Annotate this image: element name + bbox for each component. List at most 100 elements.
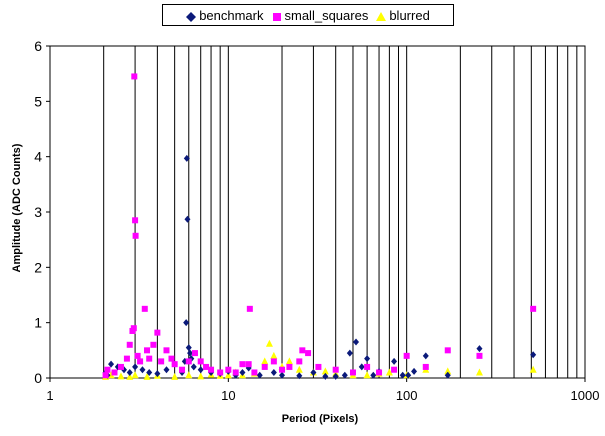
data-point-small-squares bbox=[168, 355, 175, 362]
data-point-benchmark bbox=[190, 363, 197, 371]
data-point-blurred bbox=[529, 365, 537, 373]
data-point-blurred bbox=[321, 367, 329, 375]
data-point-small-squares bbox=[299, 347, 306, 354]
data-point-blurred bbox=[270, 351, 278, 359]
data-point-small-squares bbox=[296, 358, 303, 365]
data-point-small-squares bbox=[315, 363, 322, 370]
data-point-small-squares bbox=[163, 347, 170, 354]
data-point-small-squares bbox=[132, 232, 139, 239]
data-point-small-squares bbox=[179, 366, 186, 373]
legend-marker-triangle bbox=[376, 10, 387, 21]
data-point-benchmark bbox=[370, 371, 377, 379]
data-point-small-squares bbox=[305, 350, 312, 357]
data-point-benchmark bbox=[187, 349, 194, 357]
data-point-benchmark bbox=[411, 367, 418, 375]
data-point-small-squares bbox=[203, 363, 210, 370]
data-point-blurred bbox=[185, 371, 193, 379]
data-point-small-squares bbox=[141, 305, 148, 312]
data-point-benchmark bbox=[184, 215, 191, 223]
data-point-small-squares bbox=[476, 352, 483, 359]
data-point-benchmark bbox=[332, 372, 339, 380]
legend-label-blurred: blurred bbox=[389, 7, 430, 23]
data-point-small-squares bbox=[144, 347, 151, 354]
data-point-benchmark bbox=[139, 366, 146, 374]
legend-item-benchmark: benchmark bbox=[186, 8, 264, 23]
data-point-small-squares bbox=[444, 347, 451, 354]
legend-marker-square bbox=[272, 10, 282, 21]
x-tick-label: 100 bbox=[396, 388, 418, 403]
legend: benchmark small_squares blurred bbox=[162, 4, 454, 26]
data-point-small-squares bbox=[123, 355, 130, 362]
legend-item-blurred: blurred bbox=[376, 7, 430, 23]
data-point-benchmark bbox=[132, 363, 139, 371]
data-point-small-squares bbox=[132, 217, 139, 224]
data-point-small-squares bbox=[191, 350, 198, 357]
legend-label-small-squares: small_squares bbox=[284, 7, 369, 23]
data-point-blurred bbox=[475, 368, 483, 376]
data-point-small-squares bbox=[197, 358, 204, 365]
y-tick-label: 3 bbox=[34, 204, 42, 220]
data-point-benchmark bbox=[108, 360, 115, 368]
data-point-small-squares bbox=[185, 358, 192, 365]
data-point-small-squares bbox=[146, 355, 153, 362]
data-point-benchmark bbox=[197, 366, 204, 374]
data-point-benchmark bbox=[310, 368, 317, 376]
data-point-small-squares bbox=[245, 361, 252, 368]
data-point-benchmark bbox=[346, 349, 353, 357]
data-point-small-squares bbox=[117, 363, 124, 370]
y-tick-label: 6 bbox=[34, 38, 42, 54]
data-marks bbox=[102, 73, 537, 380]
data-point-benchmark bbox=[341, 371, 348, 379]
data-point-blurred bbox=[265, 339, 273, 347]
data-point-small-squares bbox=[111, 369, 118, 376]
data-point-blurred bbox=[261, 357, 269, 365]
data-point-small-squares bbox=[530, 305, 537, 312]
data-point-benchmark bbox=[364, 355, 371, 363]
data-point-small-squares bbox=[102, 372, 109, 379]
data-point-benchmark bbox=[239, 368, 246, 376]
data-point-benchmark bbox=[476, 345, 483, 353]
grid-lines bbox=[103, 46, 578, 378]
data-point-small-squares bbox=[217, 369, 224, 376]
data-point-small-squares bbox=[422, 363, 429, 370]
data-point-benchmark bbox=[270, 368, 277, 376]
data-point-small-squares bbox=[376, 369, 383, 376]
y-tick-label: 5 bbox=[34, 93, 42, 109]
plot-area bbox=[49, 45, 586, 379]
data-point-small-squares bbox=[286, 363, 293, 370]
data-point-benchmark bbox=[279, 371, 286, 379]
data-point-small-squares bbox=[391, 366, 398, 373]
data-point-benchmark bbox=[163, 366, 170, 374]
data-point-benchmark bbox=[256, 371, 263, 379]
data-point-benchmark bbox=[183, 154, 190, 162]
data-point-blurred bbox=[295, 365, 303, 373]
data-point-small-squares bbox=[130, 325, 137, 332]
data-point-blurred bbox=[197, 372, 205, 380]
y-tick-label: 1 bbox=[34, 315, 42, 331]
data-point-benchmark bbox=[444, 371, 451, 379]
data-point-benchmark bbox=[322, 372, 329, 380]
x-tick-label: 1000 bbox=[571, 388, 600, 403]
data-point-small-squares bbox=[131, 73, 138, 80]
data-point-benchmark bbox=[399, 371, 406, 379]
y-tick-label: 4 bbox=[34, 149, 42, 165]
data-point-blurred bbox=[385, 368, 393, 376]
data-point-blurred bbox=[444, 367, 452, 375]
data-point-small-squares bbox=[270, 358, 277, 365]
data-point-small-squares bbox=[126, 341, 133, 348]
data-point-small-squares bbox=[251, 369, 258, 376]
data-point-blurred bbox=[126, 372, 134, 380]
x-tick-label: 10 bbox=[221, 388, 235, 403]
data-point-benchmark bbox=[405, 371, 412, 379]
data-point-benchmark bbox=[358, 363, 365, 371]
data-point-benchmark bbox=[530, 351, 537, 359]
data-point-blurred bbox=[143, 372, 151, 380]
data-point-small-squares bbox=[246, 305, 253, 312]
data-point-small-squares bbox=[171, 361, 178, 368]
data-point-small-squares bbox=[403, 352, 410, 359]
data-point-blurred bbox=[171, 372, 179, 380]
legend-item-small-squares: small_squares bbox=[272, 7, 369, 23]
y-tick-label: 2 bbox=[34, 259, 42, 275]
data-point-benchmark bbox=[126, 368, 133, 376]
